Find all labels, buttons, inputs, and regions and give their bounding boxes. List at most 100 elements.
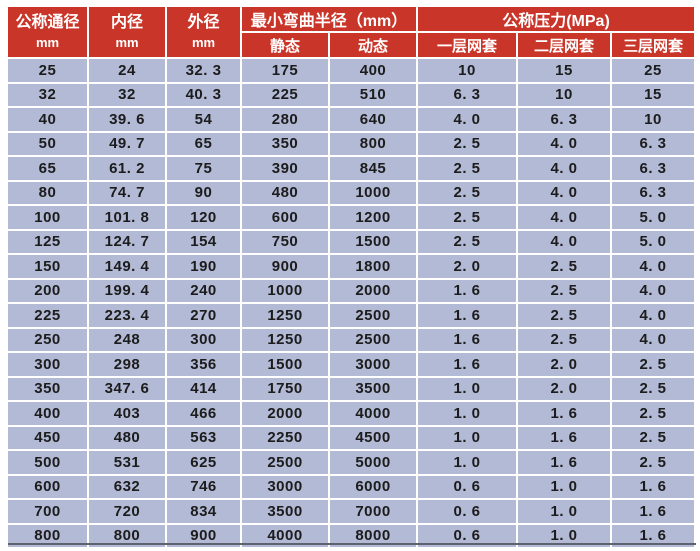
table-row: 25 24 32. 3 175 400 10 15 25 <box>8 59 694 82</box>
cell: 1250 <box>242 304 328 327</box>
cell: 625 <box>167 451 240 474</box>
cell: 65 <box>167 132 240 155</box>
cell: 1. 6 <box>612 524 694 547</box>
cell: 90 <box>167 181 240 204</box>
cell: 65 <box>8 157 87 180</box>
cell: 1. 0 <box>518 475 610 498</box>
cell: 4. 0 <box>518 181 610 204</box>
cell: 280 <box>242 108 328 131</box>
cell: 150 <box>8 255 87 278</box>
cell: 6. 3 <box>612 157 694 180</box>
cell: 250 <box>8 328 87 351</box>
cell: 298 <box>89 353 165 376</box>
table-row: 350 347. 6 414 1750 3500 1. 0 2. 0 2. 5 <box>8 377 694 400</box>
cell: 1500 <box>242 353 328 376</box>
cell: 5. 0 <box>612 230 694 253</box>
cell: 4. 0 <box>518 132 610 155</box>
table-row: 500 531 625 2500 5000 1. 0 1. 6 2. 5 <box>8 451 694 474</box>
cell: 2500 <box>242 451 328 474</box>
cell: 2500 <box>330 328 416 351</box>
cell: 4. 0 <box>612 255 694 278</box>
cell: 3500 <box>330 377 416 400</box>
cell: 75 <box>167 157 240 180</box>
cell: 223. 4 <box>89 304 165 327</box>
header-dynamic: 动态 <box>330 33 416 57</box>
table-header: 公称通径 mm 内径 mm 外径 mm 最小弯曲半径（mm） 公称压力(MPa)… <box>8 7 694 57</box>
cell: 1500 <box>330 230 416 253</box>
cell: 1. 6 <box>418 328 516 351</box>
cell: 74. 7 <box>89 181 165 204</box>
table-row: 100 101. 8 120 600 1200 2. 5 4. 0 5. 0 <box>8 206 694 229</box>
cell: 403 <box>89 402 165 425</box>
cell: 480 <box>89 426 165 449</box>
cell: 4. 0 <box>612 279 694 302</box>
cell: 1000 <box>242 279 328 302</box>
cell: 190 <box>167 255 240 278</box>
header-static: 静态 <box>242 33 328 57</box>
cell: 40 <box>8 108 87 131</box>
cell: 2500 <box>330 304 416 327</box>
cell: 300 <box>8 353 87 376</box>
header-nominal-diameter-title: 公称通径 <box>15 14 80 31</box>
cell: 347. 6 <box>89 377 165 400</box>
cell: 225 <box>8 304 87 327</box>
header-inner-diameter-title: 内径 <box>110 14 143 31</box>
cell: 4. 0 <box>612 328 694 351</box>
cell: 900 <box>242 255 328 278</box>
cell: 2. 5 <box>612 426 694 449</box>
cell: 15 <box>612 83 694 106</box>
table-row: 225 223. 4 270 1250 2500 1. 6 2. 5 4. 0 <box>8 304 694 327</box>
cell: 720 <box>89 500 165 523</box>
cell: 6. 3 <box>612 181 694 204</box>
cell: 510 <box>330 83 416 106</box>
cell: 120 <box>167 206 240 229</box>
table-row: 150 149. 4 190 900 1800 2. 0 2. 5 4. 0 <box>8 255 694 278</box>
header-nominal-diameter: 公称通径 mm <box>8 7 87 57</box>
table-row: 80 74. 7 90 480 1000 2. 5 4. 0 6. 3 <box>8 181 694 204</box>
cell: 900 <box>167 524 240 547</box>
cell: 49. 7 <box>89 132 165 155</box>
cell: 2. 0 <box>418 255 516 278</box>
cell: 149. 4 <box>89 255 165 278</box>
cell: 466 <box>167 402 240 425</box>
cell: 4. 0 <box>612 304 694 327</box>
cell: 2000 <box>242 402 328 425</box>
cell: 834 <box>167 500 240 523</box>
cell: 24 <box>89 59 165 82</box>
table-row: 450 480 563 2250 4500 1. 0 1. 6 2. 5 <box>8 426 694 449</box>
table-row: 250 248 300 1250 2500 1. 6 2. 5 4. 0 <box>8 328 694 351</box>
cell: 5. 0 <box>612 206 694 229</box>
cell: 248 <box>89 328 165 351</box>
cell: 1. 0 <box>518 524 610 547</box>
cell: 400 <box>8 402 87 425</box>
table-row: 300 298 356 1500 3000 1. 6 2. 0 2. 5 <box>8 353 694 376</box>
cell: 15 <box>518 59 610 82</box>
cell: 1000 <box>330 181 416 204</box>
cell: 199. 4 <box>89 279 165 302</box>
cell: 700 <box>8 500 87 523</box>
cell: 2. 5 <box>418 132 516 155</box>
header-min-bend-radius-group: 最小弯曲半径（mm） <box>242 7 416 31</box>
cell: 50 <box>8 132 87 155</box>
header-nominal-diameter-unit: mm <box>35 35 60 50</box>
table-bottom-border <box>8 543 696 545</box>
cell: 7000 <box>330 500 416 523</box>
cell: 10 <box>418 59 516 82</box>
cell: 2. 5 <box>418 181 516 204</box>
header-outer-diameter-title: 外径 <box>187 14 220 31</box>
cell: 225 <box>242 83 328 106</box>
cell: 1. 6 <box>612 500 694 523</box>
header-mesh-one-layer: 一层网套 <box>418 33 516 57</box>
cell: 4000 <box>242 524 328 547</box>
table-row: 400 403 466 2000 4000 1. 0 1. 6 2. 5 <box>8 402 694 425</box>
cell: 600 <box>8 475 87 498</box>
cell: 350 <box>8 377 87 400</box>
header-mesh-three-layer: 三层网套 <box>612 33 694 57</box>
cell: 154 <box>167 230 240 253</box>
cell: 32 <box>8 83 87 106</box>
cell: 4. 0 <box>518 230 610 253</box>
cell: 356 <box>167 353 240 376</box>
cell: 632 <box>89 475 165 498</box>
table-row: 32 32 40. 3 225 510 6. 3 10 15 <box>8 83 694 106</box>
cell: 1. 6 <box>418 279 516 302</box>
